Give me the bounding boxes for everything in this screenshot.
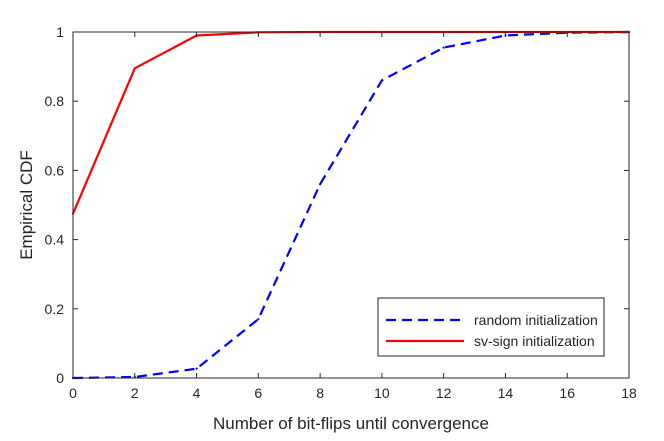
data-point-random-initialization [257, 318, 260, 321]
y-axis-label: Empirical CDF [17, 150, 36, 260]
x-tick-label: 0 [69, 385, 77, 401]
legend-label-random-initialization: random initialization [474, 312, 598, 328]
x-tick-label: 10 [374, 385, 390, 401]
x-tick-label: 12 [436, 385, 452, 401]
y-tick-label: 0 [56, 370, 64, 386]
data-point-random-initialization [380, 79, 383, 82]
data-point-random-initialization [319, 183, 322, 186]
tick-layer: 0 2 4 6 8 10 12 14 16 18 0 0.2 0.4 0.6 0.8 1 [45, 24, 637, 401]
y-tick-label: 0.6 [45, 162, 65, 178]
data-point-random-initialization [195, 367, 198, 370]
x-tick-label: 8 [316, 385, 324, 401]
y-tick-label: 0.4 [45, 232, 65, 248]
legend-box [377, 297, 605, 357]
x-axis-label: Number of bit-flips until convergence [213, 414, 489, 433]
data-point-random-initialization [442, 46, 445, 49]
x-tick-label: 2 [131, 385, 139, 401]
x-tick-label: 16 [559, 385, 575, 401]
x-tick-label: 4 [193, 385, 201, 401]
x-tick-label: 6 [254, 385, 262, 401]
y-tick-label: 0.8 [45, 93, 65, 109]
legend: random initialization sv-sign initializa… [377, 297, 605, 357]
x-tick-label: 18 [621, 385, 637, 401]
data-point-sv-sign-initialization [133, 67, 136, 70]
x-tick-label: 14 [498, 385, 514, 401]
plot-frame [72, 31, 630, 379]
y-tick-label: 1 [56, 24, 64, 40]
y-tick-label: 0.2 [45, 301, 65, 317]
legend-label-sv-sign-initialization: sv-sign initialization [474, 333, 595, 349]
